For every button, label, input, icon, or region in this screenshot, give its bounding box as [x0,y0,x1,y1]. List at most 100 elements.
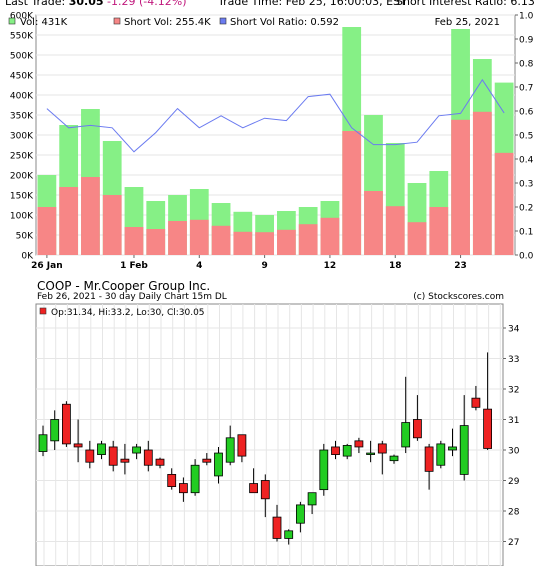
y-tick-left: 450K [10,72,34,82]
y-tick-left: 500K [10,52,34,62]
short-vol-bar [407,222,427,255]
short-vol-bar [298,224,318,255]
y-tick-label: 30 [508,447,520,457]
short-vol-bar [320,217,340,255]
candle-body [389,455,399,462]
candle-body [85,449,95,463]
candle-body [366,452,376,455]
candlestick-chart: 34 33 32 31 30 29 28 27 Op:31.34, Hi:33.2, Lo:3… [35,303,520,566]
candle-body [178,483,188,494]
short-vol-bar [211,225,231,255]
candle-body [319,449,329,491]
copyright: (c) Stockscores.com [413,292,504,302]
y-tick-label: 28 [508,508,520,518]
legend-short-swatch [113,17,121,25]
trade-time: Trade Time: Feb 25, 16:00:03, EST [218,0,407,8]
short-vol-bar [233,231,253,255]
short-vol-bar [429,207,449,255]
candle-body [202,458,212,463]
legend-date: Feb 25, 2021 [435,17,500,28]
candle-body [354,440,364,448]
candle-body [73,443,83,448]
y-tick-left: 300K [10,132,34,142]
ratio-line [46,78,505,153]
ohlc-label: Op:31.34, Hi:33.2, Lo:30, Cl:30.05 [51,308,205,318]
volume-chart: 600K550K500K450K400K350K300K250K200K150K… [8,12,534,271]
short-vol-bar [342,131,362,255]
y-tick-left: 600K [10,12,34,22]
y-tick-left: 400K [10,92,34,102]
candle-body [38,434,48,452]
legend-vol: Vol: 431K [20,17,68,28]
chart-title: COOP - Mr.Cooper Group Inc. [37,279,211,293]
y-tick-label: 33 [508,355,519,365]
y-tick-label: 32 [508,386,519,396]
short-vol-bar [37,207,57,255]
y-tick-right: 1.0 [519,12,534,22]
y-tick-label: 27 [508,538,519,548]
legend-ratio-swatch [219,17,227,25]
legend-vol-swatch [8,17,16,25]
y-tick-label: 31 [508,416,519,426]
y-tick-right: 0.3 [519,180,533,190]
y-tick-left: 550K [10,32,34,42]
short-vol-bar [255,232,274,255]
candle-body [62,403,71,445]
candle-body [342,445,352,457]
short-vol-bar [102,195,122,255]
candle-body [436,443,446,466]
last-trade: Last Trade: 30.05 -1.29 (-4.12%) [5,0,187,8]
short-vol-bar [81,177,100,255]
quote-header: Last Trade: 30.05 -1.29 (-4.12%) Trade T… [0,0,536,12]
candle-body [225,437,235,463]
candle-body [155,458,165,466]
legend-ratio: Short Vol Ratio: 0.592 [230,17,339,28]
candle-body [143,449,153,466]
last-trade-change: -1.29 (-4.12%) [107,0,187,8]
candle-body [50,419,60,442]
short-interest-ratio: Short Interest Ratio: 6.13 [396,0,535,8]
candle-body [459,425,469,475]
y-tick-left: 250K [10,152,34,162]
candle-body [284,530,294,539]
candle-body [331,446,340,455]
legend-short-vol: Short Vol: 255.4K [124,17,211,28]
short-vol-bar [168,221,187,255]
candle-body [471,397,481,408]
candle-body [401,422,411,448]
short-vol-bar [385,206,405,255]
y-tick-right: 0.1 [519,228,533,238]
y-tick-left: 200K [10,172,34,182]
short-vol-bar [364,191,383,255]
y-tick-right: 0.4 [519,156,534,166]
candle-body [272,516,282,539]
y-tick-label: 29 [508,477,520,487]
short-vol-bar [472,111,492,255]
candle-body [108,446,118,466]
ohlc-swatch [39,307,47,315]
y-tick-right: 0.9 [519,36,534,46]
y-tick-left: 0K [21,252,34,262]
y-tick-left: 100K [10,212,34,222]
x-tick-label: 18 [389,261,402,271]
short-vol-bar [189,219,209,255]
short-vol-bar [124,227,144,255]
candle-body [483,408,493,449]
candle-body [190,464,200,494]
short-vol-bar [146,229,166,255]
x-tick-label: 4 [196,261,202,271]
y-tick-right: 0.5 [519,132,533,142]
short-vol-bar [451,119,470,255]
short-vol-bar [277,229,296,255]
y-tick-right: 0.0 [519,252,534,262]
x-tick-label: 23 [454,261,467,271]
candle-body [237,434,247,457]
candle-body [448,446,457,451]
candle-body [260,480,270,500]
x-tick-label: 26 Jan [31,261,63,271]
short-vol-bar [494,152,514,255]
chart-subtitle: Feb 26, 2021 - 30 day Daily Chart 15m DL [37,292,227,302]
candle-body [120,458,130,463]
candle-body [97,443,106,455]
last-trade-value: 30.05 [68,0,104,8]
